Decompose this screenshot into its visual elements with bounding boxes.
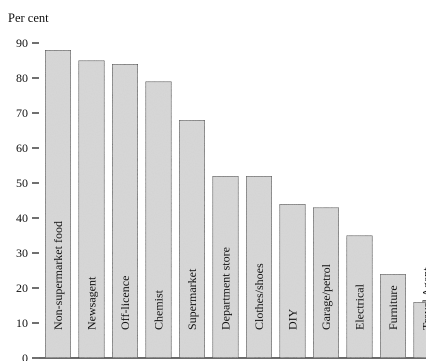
bar-11 — [379, 273, 407, 359]
bar-1 — [44, 49, 72, 359]
bar-label-10: Electrical — [353, 283, 367, 330]
y-tick-label-0: 0 — [22, 351, 28, 361]
y-tick-label-20: 20 — [16, 281, 28, 295]
bar-series — [44, 49, 426, 359]
bar-5 — [178, 119, 206, 359]
bar-12 — [412, 301, 426, 359]
bar-label-12: Travel Agent — [420, 267, 426, 330]
bar-4 — [144, 80, 173, 359]
bar-label-4: Chemist — [152, 289, 166, 330]
bar-label-1: Non-supermarket food — [51, 221, 65, 330]
bar-label-7: Clothes/shoes — [252, 263, 266, 330]
bar-6 — [211, 175, 240, 359]
bar-label-3: Off-licence — [118, 276, 132, 330]
bar-9 — [312, 206, 340, 359]
y-tick-label-80: 80 — [16, 71, 28, 85]
y-tick-label-10: 10 — [16, 316, 28, 330]
y-tick-label-30: 30 — [16, 246, 28, 260]
bar-7 — [245, 175, 273, 359]
bar-8 — [278, 203, 307, 359]
bar-2 — [77, 59, 106, 359]
y-tick-label-40: 40 — [16, 211, 28, 225]
y-tick-label-90: 90 — [16, 36, 28, 50]
bar-label-11: Furniture — [386, 285, 400, 330]
bar-label-9: Garage/petrol — [319, 263, 333, 330]
bar-labels: Non-supermarket food Newsagent Off-licence… — [51, 221, 426, 330]
y-tick-label-50: 50 — [16, 176, 28, 190]
bar-label-6: Department store — [219, 247, 233, 330]
bar-label-8: DIY — [286, 308, 300, 330]
bar-label-5: Supermarket — [185, 268, 199, 330]
y-tick-label-60: 60 — [16, 141, 28, 155]
bar-label-2: Newsagent — [85, 276, 99, 330]
y-axis-title: Per cent — [8, 11, 49, 25]
bar-10 — [345, 234, 374, 359]
bar-3 — [111, 63, 139, 359]
y-tick-label-70: 70 — [16, 106, 28, 120]
